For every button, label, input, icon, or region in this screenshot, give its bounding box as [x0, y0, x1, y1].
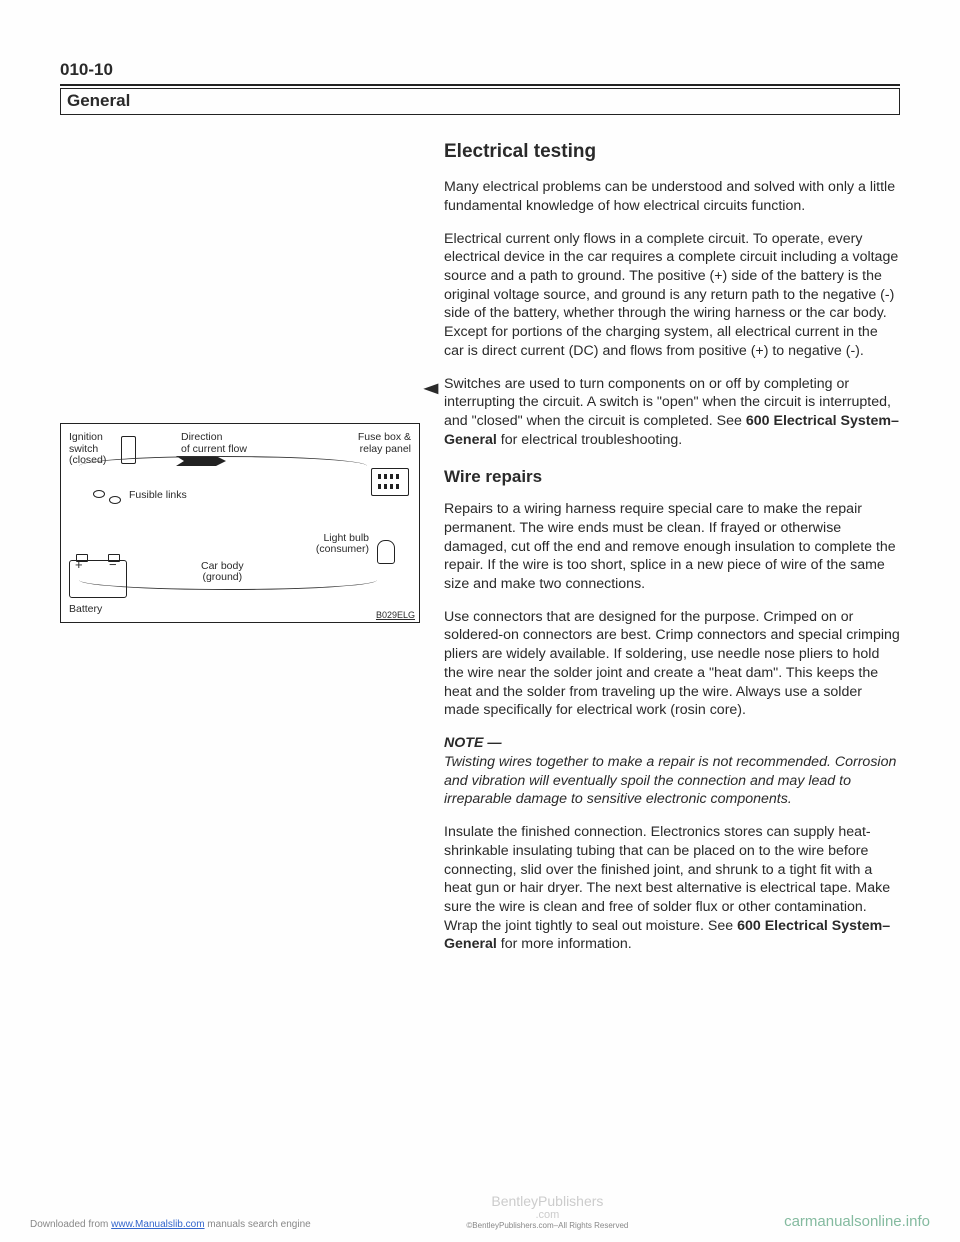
paragraph-text: for more information.	[497, 936, 632, 952]
diagram-label-fusebox: Fuse box & relay panel	[358, 432, 411, 455]
footer-center: BentleyPublishers .com ©BentleyPublisher…	[466, 1193, 628, 1230]
paragraph: Electrical current only flows in a compl…	[444, 230, 900, 361]
diagram-label-plus: +	[75, 558, 83, 572]
note-body: Twisting wires together to make a repair…	[444, 754, 896, 807]
fuse-box-icon	[371, 468, 409, 496]
page-number: 010-10	[60, 60, 900, 80]
note-heading: NOTE —	[444, 735, 502, 751]
diagram-code: B029ELG	[376, 610, 415, 620]
paragraph: Repairs to a wiring harness require spec…	[444, 500, 900, 594]
fusible-link-icon	[109, 496, 121, 504]
footer-text: Downloaded from	[30, 1219, 111, 1230]
diagram-label-minus: −	[109, 558, 117, 572]
left-column: Ignition switch (closed) Direction of cu…	[60, 139, 420, 968]
wire-top	[79, 456, 367, 476]
circuit-diagram: Ignition switch (closed) Direction of cu…	[60, 423, 420, 623]
diagram-label-fusible: Fusible links	[129, 490, 187, 502]
left-arrow-icon: ◄	[418, 377, 443, 401]
watermark-text: BentleyPublishers	[466, 1193, 628, 1209]
copyright-text: ©BentleyPublishers.com–All Rights Reserv…	[466, 1221, 628, 1230]
footer-text: manuals search engine	[205, 1219, 311, 1230]
paragraph: Insulate the finished connection. Electr…	[444, 823, 900, 954]
light-bulb-icon	[377, 540, 395, 564]
paragraph: Use connectors that are designed for the…	[444, 608, 900, 720]
diagram-label-lightbulb: Light bulb (consumer)	[316, 533, 369, 556]
section-header: General	[60, 88, 900, 115]
paragraph-with-arrow: ◄ Switches are used to turn components o…	[444, 375, 900, 450]
footer-left: Downloaded from www.Manualslib.com manua…	[30, 1219, 311, 1230]
paragraph: Many electrical problems can be understo…	[444, 178, 900, 215]
diagram-label-direction: Direction of current flow	[181, 432, 247, 455]
heading-electrical-testing: Electrical testing	[444, 139, 900, 164]
header-rule	[60, 84, 900, 86]
heading-wire-repairs: Wire repairs	[444, 466, 900, 488]
page-footer: Downloaded from www.Manualslib.com manua…	[0, 1193, 960, 1230]
footer-link[interactable]: www.Manualslib.com	[111, 1219, 204, 1230]
right-column: Electrical testing Many electrical probl…	[444, 139, 900, 968]
diagram-label-battery: Battery	[69, 604, 102, 616]
fusible-link-icon	[93, 490, 105, 498]
content-columns: Ignition switch (closed) Direction of cu…	[60, 139, 900, 968]
watermark-text: .com	[466, 1209, 628, 1221]
paragraph-text: for electrical troubleshooting.	[497, 432, 682, 448]
footer-right-watermark: carmanualsonline.info	[784, 1213, 930, 1230]
note-block: NOTE — Twisting wires together to make a…	[444, 734, 900, 809]
